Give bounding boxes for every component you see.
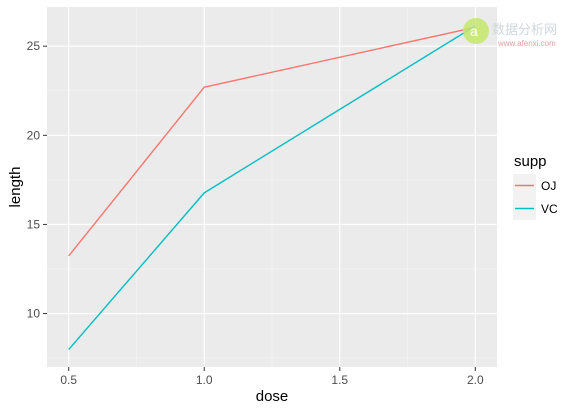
legend-label-oj: OJ <box>541 179 556 193</box>
y-tick-label: 20 <box>27 128 41 142</box>
x-tick-label: 2.0 <box>467 373 484 387</box>
series-layer <box>68 25 476 350</box>
watermark-text: 数据分析网 <box>492 22 557 37</box>
x-axis-title: dose <box>256 388 289 405</box>
x-tick-label: 0.5 <box>60 373 77 387</box>
grid-major <box>47 7 497 367</box>
ticks-layer: 0.5 1.0 1.5 2.0 10 15 20 25 <box>27 39 484 387</box>
x-tick-label: 1.0 <box>196 373 213 387</box>
y-tick-label: 10 <box>27 307 41 321</box>
series-line-vc <box>68 25 476 350</box>
y-tick-label: 25 <box>27 39 41 53</box>
legend: supp OJ VC <box>513 153 558 220</box>
x-tick-label: 1.5 <box>331 373 348 387</box>
watermark: a 数据分析网 www.afenxi.com <box>463 18 557 48</box>
a-logo-glyph: a <box>470 23 478 39</box>
a-logo-icon <box>463 18 489 44</box>
y-tick-label: 15 <box>27 217 41 231</box>
series-line-oj <box>68 26 476 257</box>
y-axis-title: length <box>7 167 24 208</box>
legend-title: supp <box>514 153 547 170</box>
watermark-subtext: www.afenxi.com <box>497 39 556 48</box>
legend-label-vc: VC <box>541 202 558 216</box>
